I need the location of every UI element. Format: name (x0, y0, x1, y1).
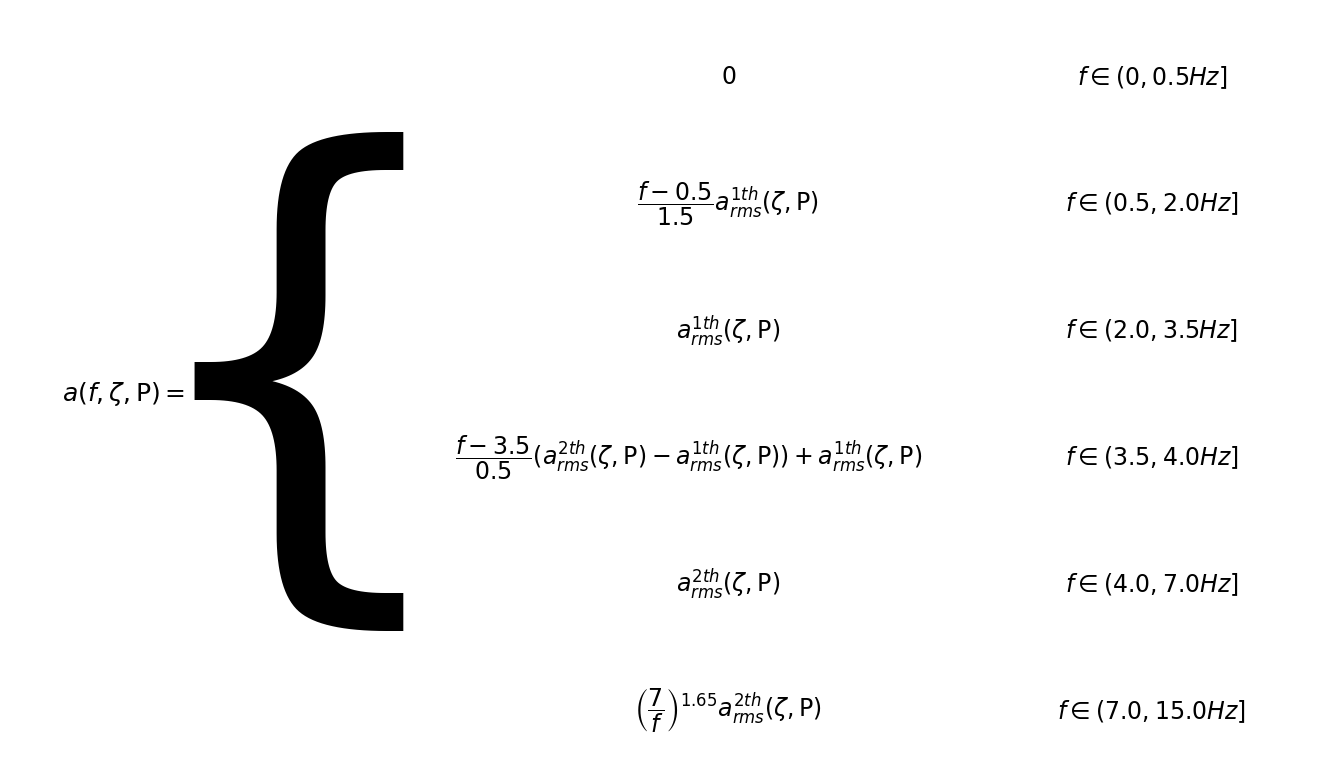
Text: $f\in(0.5,2.0Hz]$: $f\in(0.5,2.0Hz]$ (1064, 191, 1239, 217)
Text: $a_{rms}^{2th}(\zeta,\mathrm{P})$: $a_{rms}^{2th}(\zeta,\mathrm{P})$ (677, 567, 780, 602)
Text: $a_{rms}^{1th}(\zeta,\mathrm{P})$: $a_{rms}^{1th}(\zeta,\mathrm{P})$ (677, 313, 780, 349)
Text: $f\in(2.0,3.5Hz]$: $f\in(2.0,3.5Hz]$ (1066, 318, 1238, 344)
Text: $f\in(7.0,15.0Hz]$: $f\in(7.0,15.0Hz]$ (1058, 698, 1246, 724)
Text: $\dfrac{f-0.5}{1.5}a_{rms}^{1th}(\zeta,\mathrm{P})$: $\dfrac{f-0.5}{1.5}a_{rms}^{1th}(\zeta,\… (637, 180, 820, 228)
Text: $\dfrac{f-3.5}{0.5}(a_{rms}^{2th}(\zeta,\mathrm{P})-a_{rms}^{1th}(\zeta,\mathrm{: $\dfrac{f-3.5}{0.5}(a_{rms}^{2th}(\zeta,… (455, 434, 922, 482)
Text: $f\in(4.0,7.0Hz]$: $f\in(4.0,7.0Hz]$ (1064, 571, 1239, 598)
Text: $\left\{\ \right.$: $\left\{\ \right.$ (126, 132, 404, 656)
Text: $f\in(0,0.5Hz]$: $f\in(0,0.5Hz]$ (1076, 64, 1227, 90)
Text: $\left(\dfrac{7}{f}\right)^{1.65}a_{rms}^{2th}(\zeta,\mathrm{P})$: $\left(\dfrac{7}{f}\right)^{1.65}a_{rms}… (634, 687, 822, 735)
Text: $f\in(3.5,4.0Hz]$: $f\in(3.5,4.0Hz]$ (1064, 444, 1239, 471)
Text: $0$: $0$ (720, 66, 736, 89)
Text: $a(f,\zeta,\mathrm{P})=$: $a(f,\zeta,\mathrm{P})=$ (62, 380, 185, 408)
